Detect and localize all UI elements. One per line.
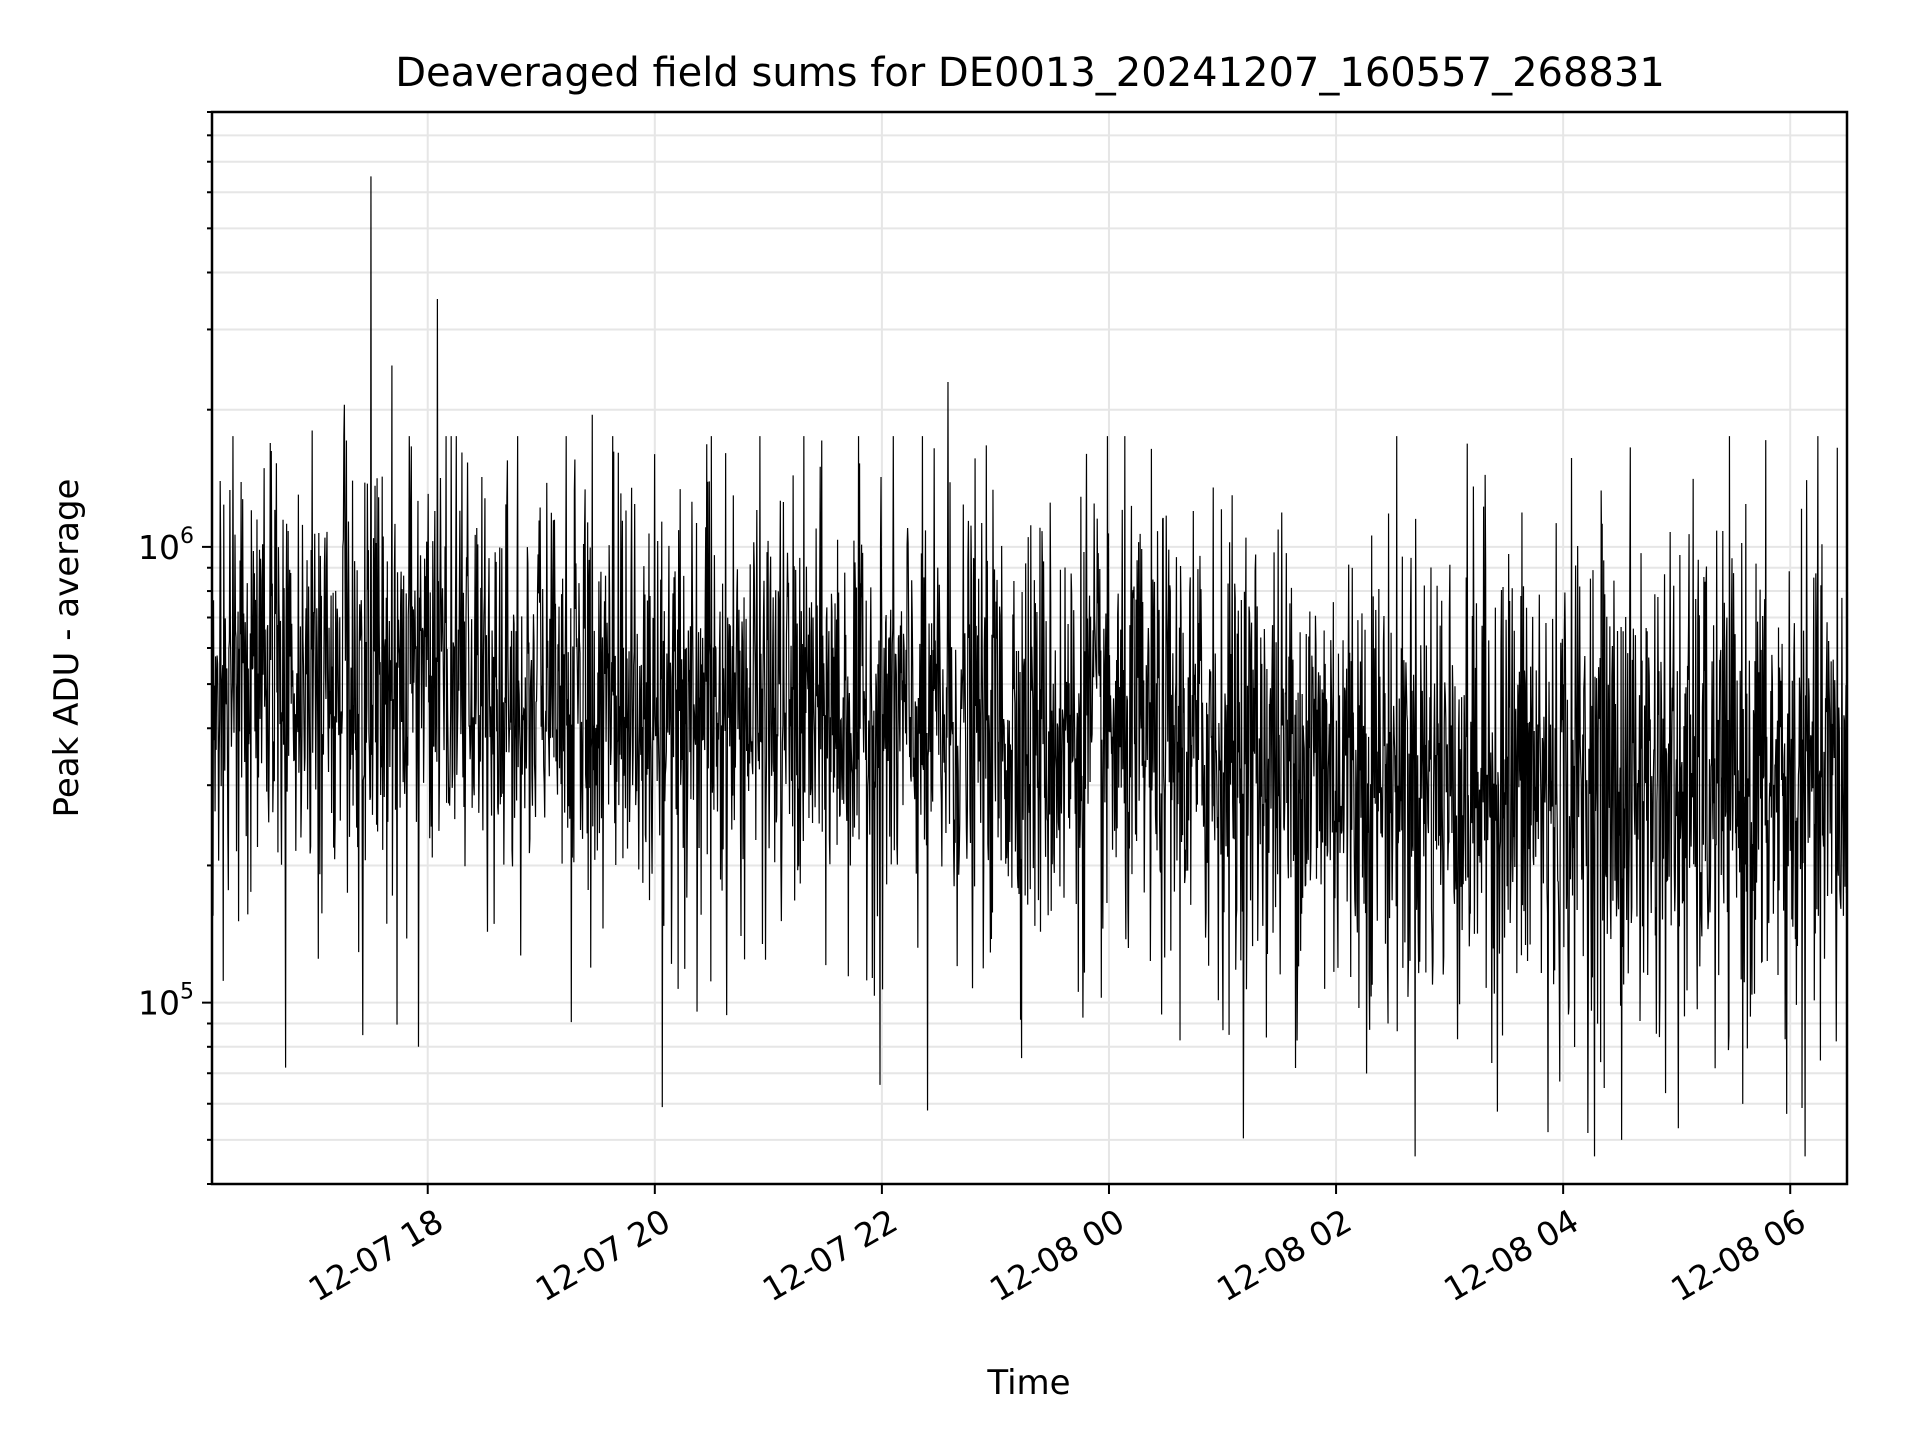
x-tick-label: 12-08 02 — [1210, 1201, 1358, 1309]
series-line — [211, 176, 1848, 1157]
series — [211, 176, 1848, 1157]
x-tick-label: 12-07 18 — [302, 1201, 450, 1309]
x-tick-label: 12-07 20 — [529, 1201, 677, 1309]
y-tick-label: 106 — [138, 524, 194, 567]
y-tick-label: 105 — [138, 980, 194, 1023]
x-tick-label: 12-08 04 — [1437, 1201, 1585, 1309]
x-tick-label: 12-07 22 — [756, 1201, 904, 1309]
x-axis: 12-07 18 12-07 20 12-07 22 12-08 00 12-08 02… — [302, 1184, 1812, 1309]
x-tick-label: 12-08 00 — [983, 1201, 1131, 1309]
x-tick-label: 12-08 06 — [1664, 1201, 1812, 1309]
y-axis-label: Peak ADU - average — [47, 479, 87, 818]
x-axis-label: Time — [986, 1363, 1070, 1403]
chart-title: Deaveraged field sums for DE0013_2024120… — [395, 50, 1665, 96]
y-axis: 105 106 — [138, 111, 212, 1185]
